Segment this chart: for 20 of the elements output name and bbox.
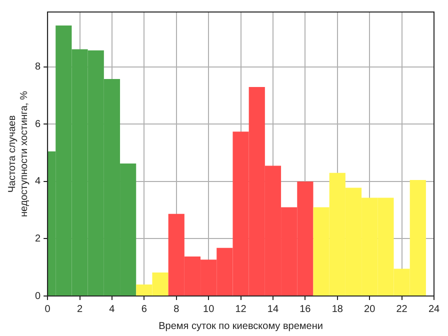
y-tick-label: 4 [35, 176, 41, 188]
x-tick-label: 16 [300, 304, 312, 315]
y-axis-title: Частота случаев недоступности хостинга, % [6, 90, 30, 217]
y-tick-label: 2 [35, 233, 41, 244]
x-tick-label: 24 [428, 304, 440, 315]
y-tick-label: 6 [35, 118, 41, 130]
y-tick-label: 0 [35, 290, 41, 302]
x-tick-label: 4 [109, 304, 116, 315]
x-tick-label: 14 [267, 304, 279, 315]
x-axis-title: Время суток по киевскому времени [158, 320, 323, 332]
y-tick-label: 8 [35, 62, 41, 73]
x-tick-label: 8 [174, 304, 180, 315]
x-tick-label: 2 [76, 304, 83, 315]
x-tick-label: 10 [203, 304, 215, 315]
x-tick-label: 0 [44, 304, 51, 315]
x-tick-label: 12 [235, 304, 247, 315]
x-tick-label: 6 [141, 304, 148, 315]
x-tick-label: 20 [364, 304, 376, 315]
x-tick-label: 18 [332, 304, 344, 315]
x-tick-label: 22 [396, 304, 408, 315]
